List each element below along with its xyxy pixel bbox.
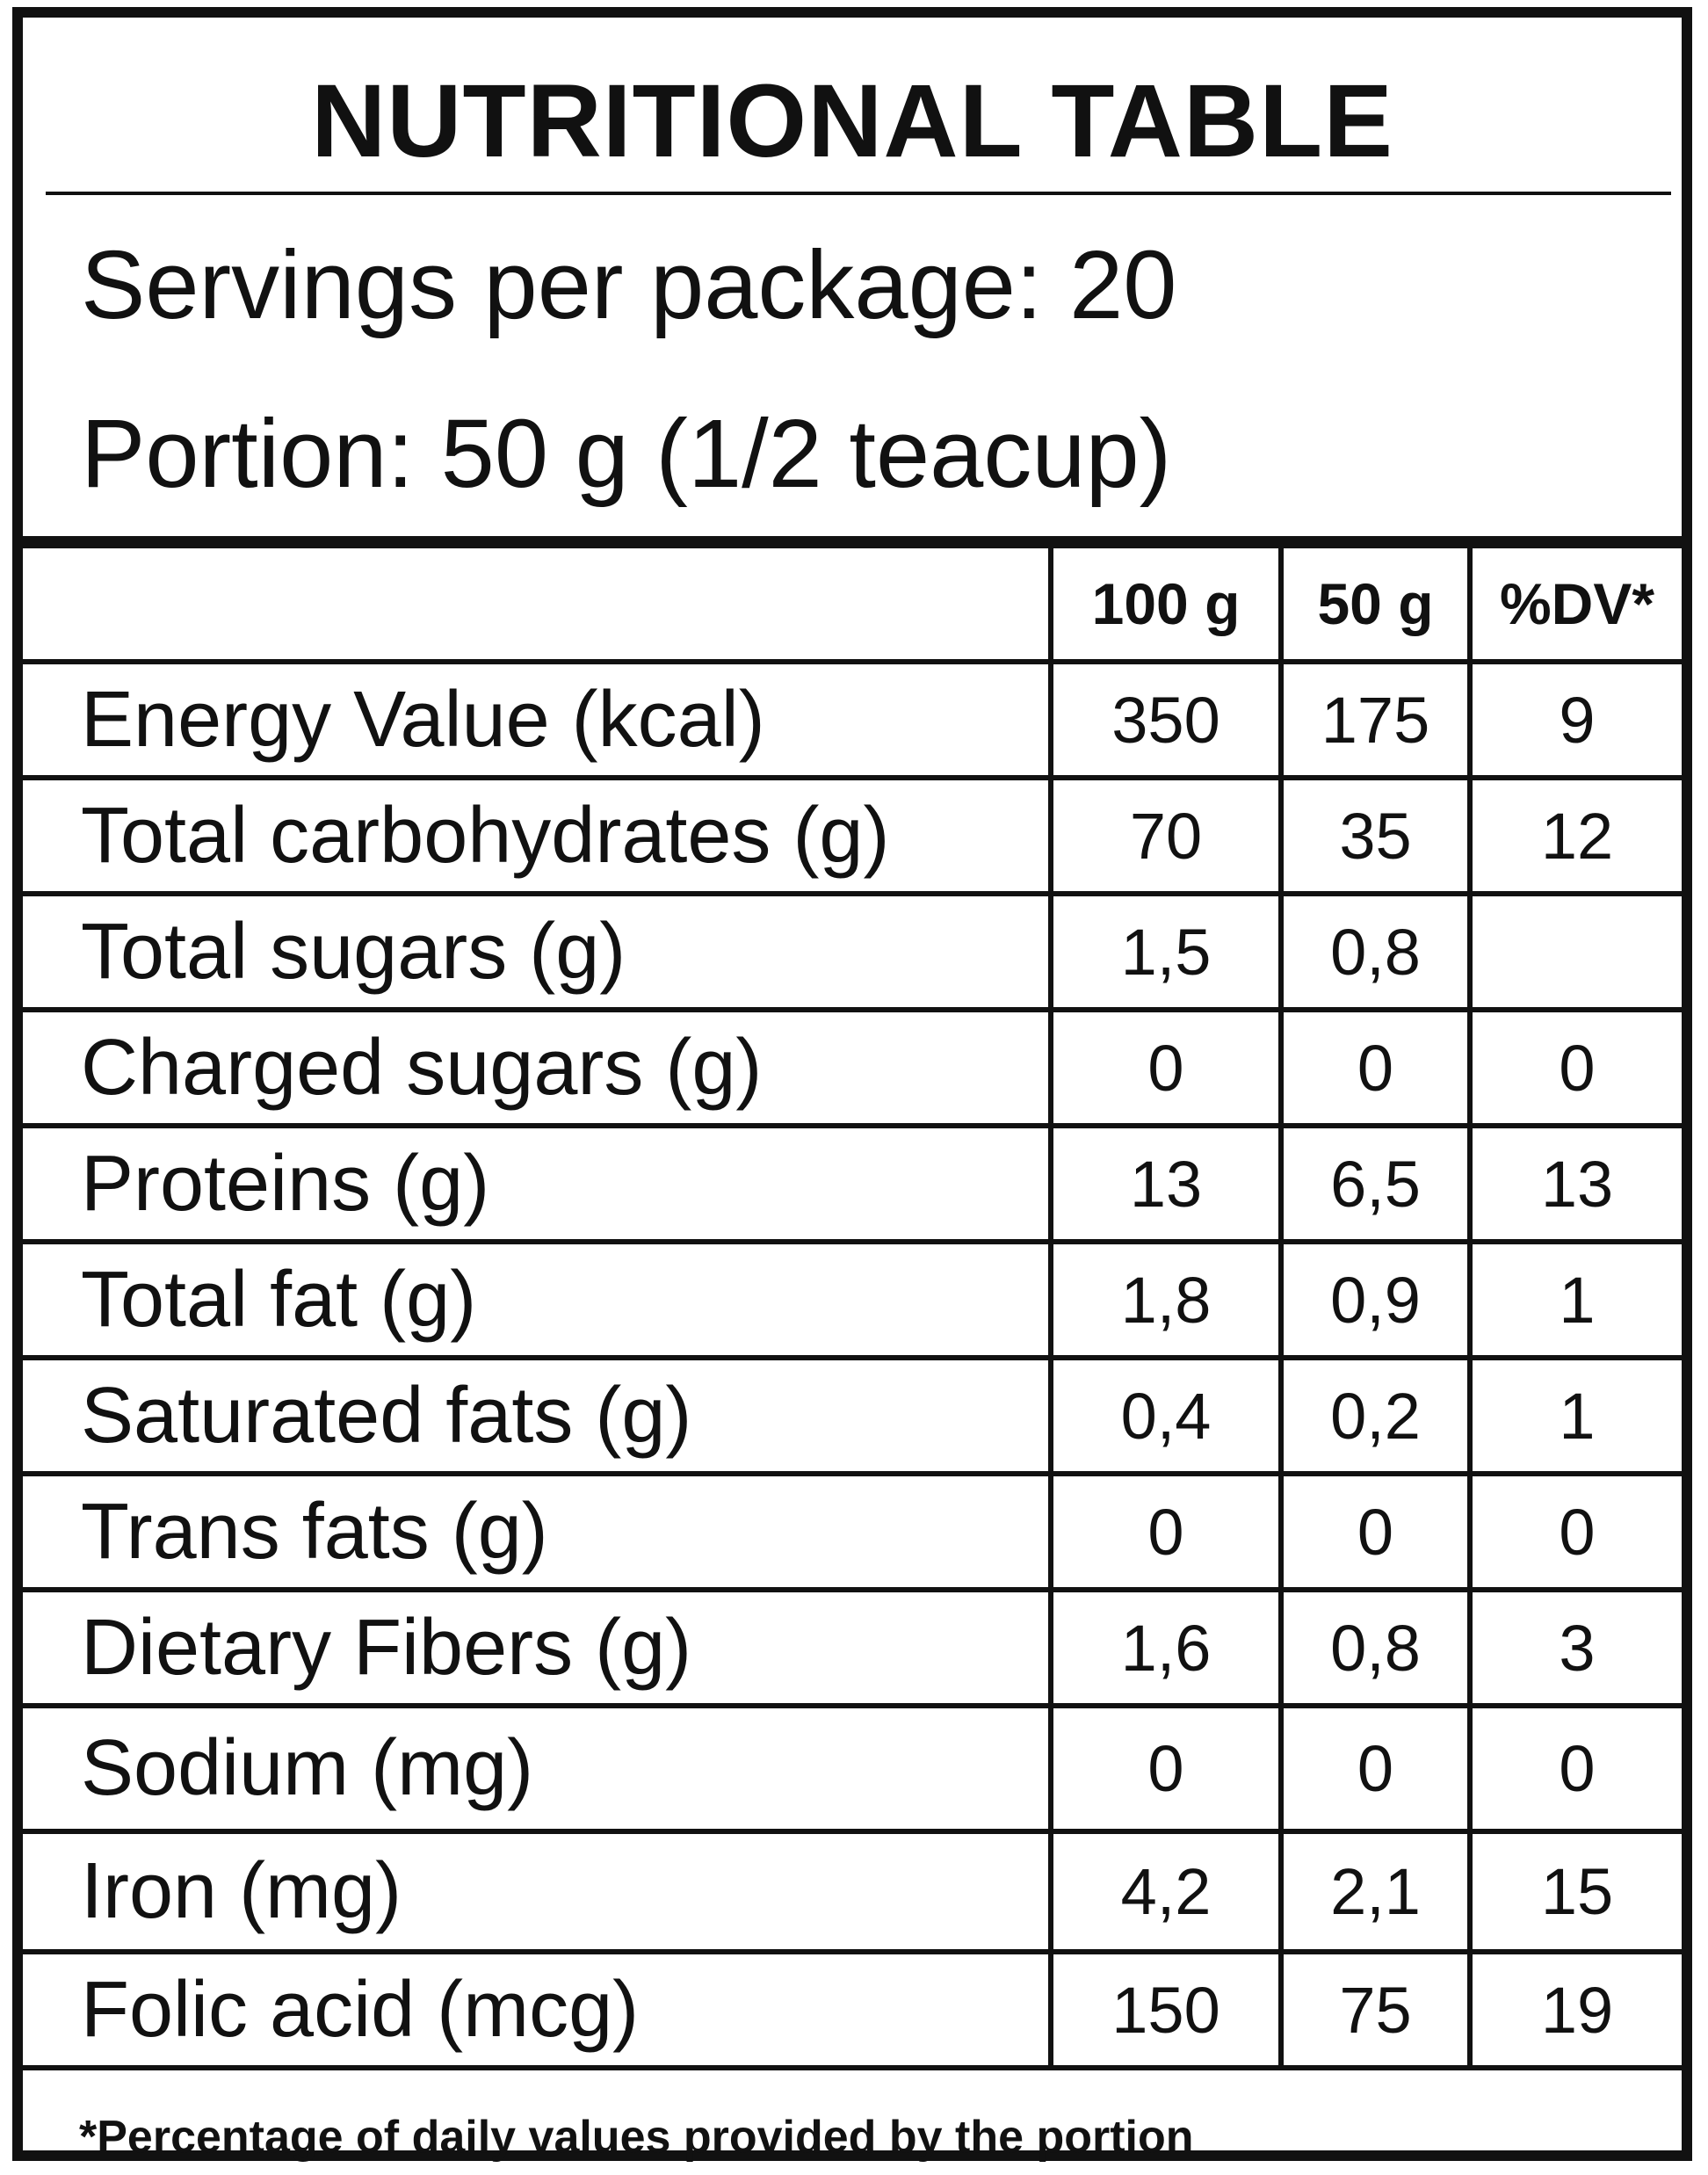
nutrient-label: Total sugars (g) [23,891,1051,1010]
value-50g: 35 [1278,775,1470,894]
nutrient-label: Dietary Fibers (g) [23,1587,1051,1706]
table-header-row: 100 g 50 g %DV* [23,536,1682,662]
value-dv: 15 [1467,1829,1682,1952]
table-row: Charged sugars (g) 0 0 0 [23,1007,1682,1126]
value-100g: 0 [1048,1007,1281,1126]
value-dv: 13 [1467,1123,1682,1242]
value-50g: 2,1 [1278,1829,1470,1952]
table-row: Total sugars (g) 1,5 0,8 [23,891,1682,1010]
value-50g: 0,9 [1278,1239,1470,1358]
value-dv: 1 [1467,1355,1682,1474]
table-row: Total fat (g) 1,8 0,9 1 [23,1239,1682,1358]
value-dv: 19 [1467,1949,1682,2068]
table-row: Sodium (mg) 0 0 0 [23,1703,1682,1831]
table-row: Folic acid (mcg) 150 75 19 [23,1949,1682,2068]
title-divider [46,192,1671,195]
footnote: *Percentage of daily values provided by … [79,2112,1194,2163]
value-100g: 350 [1048,659,1281,778]
value-100g: 150 [1048,1949,1281,2068]
page-title: NUTRITIONAL TABLE [311,63,1393,179]
value-100g: 1,8 [1048,1239,1281,1358]
footnote-row [23,2065,1682,2154]
table-row: Saturated fats (g) 0,4 0,2 1 [23,1355,1682,1474]
table-row: Energy Value (kcal) 350 175 9 [23,659,1682,778]
value-dv: 1 [1467,1239,1682,1358]
column-header-50g: 50 g [1278,536,1470,662]
column-header-nutrient [23,536,1051,662]
value-100g: 13 [1048,1123,1281,1242]
value-dv: 0 [1467,1703,1682,1831]
nutrient-label: Saturated fats (g) [23,1355,1051,1474]
value-100g: 1,6 [1048,1587,1281,1706]
value-dv: 9 [1467,659,1682,778]
value-50g: 0,8 [1278,1587,1470,1706]
column-header-dv: %DV* [1467,536,1682,662]
nutrient-label: Total fat (g) [23,1239,1051,1358]
nutrient-label: Sodium (mg) [23,1703,1051,1831]
value-dv: 12 [1467,775,1682,894]
value-50g: 0 [1278,1007,1470,1126]
value-50g: 175 [1278,659,1470,778]
nutrient-label: Folic acid (mcg) [23,1949,1051,2068]
nutrient-label: Energy Value (kcal) [23,659,1051,778]
value-50g: 0,8 [1278,891,1470,1010]
value-50g: 6,5 [1278,1123,1470,1242]
value-dv: 0 [1467,1471,1682,1590]
value-100g: 1,5 [1048,891,1281,1010]
nutrition-label: NUTRITIONAL TABLE Servings per package: … [12,7,1692,2163]
value-50g: 75 [1278,1949,1470,2068]
value-100g: 0 [1048,1471,1281,1590]
value-100g: 4,2 [1048,1829,1281,1952]
column-header-100g: 100 g [1048,536,1281,662]
value-dv: 3 [1467,1587,1682,1706]
nutrient-label: Iron (mg) [23,1829,1051,1952]
table-row: Total carbohydrates (g) 70 35 12 [23,775,1682,894]
value-dv [1467,891,1682,1010]
value-100g: 0 [1048,1703,1281,1831]
value-dv: 0 [1467,1007,1682,1126]
table-row: Proteins (g) 13 6,5 13 [23,1123,1682,1242]
value-50g: 0 [1278,1471,1470,1590]
table-row: Trans fats (g) 0 0 0 [23,1471,1682,1590]
nutrient-label: Charged sugars (g) [23,1007,1051,1126]
value-100g: 70 [1048,775,1281,894]
table-row: Dietary Fibers (g) 1,6 0,8 3 [23,1587,1682,1706]
value-100g: 0,4 [1048,1355,1281,1474]
nutrition-table: 100 g 50 g %DV* Energy Value (kcal) 350 … [23,536,1682,2154]
portion-size: Portion: 50 g (1/2 teacup) [81,400,1172,508]
table-row: Iron (mg) 4,2 2,1 15 [23,1829,1682,1952]
servings-per-package: Servings per package: 20 [81,231,1177,339]
nutrient-label: Proteins (g) [23,1123,1051,1242]
value-50g: 0 [1278,1703,1470,1831]
nutrient-label: Trans fats (g) [23,1471,1051,1590]
nutrient-label: Total carbohydrates (g) [23,775,1051,894]
value-50g: 0,2 [1278,1355,1470,1474]
footnote-cell [23,2065,1682,2154]
